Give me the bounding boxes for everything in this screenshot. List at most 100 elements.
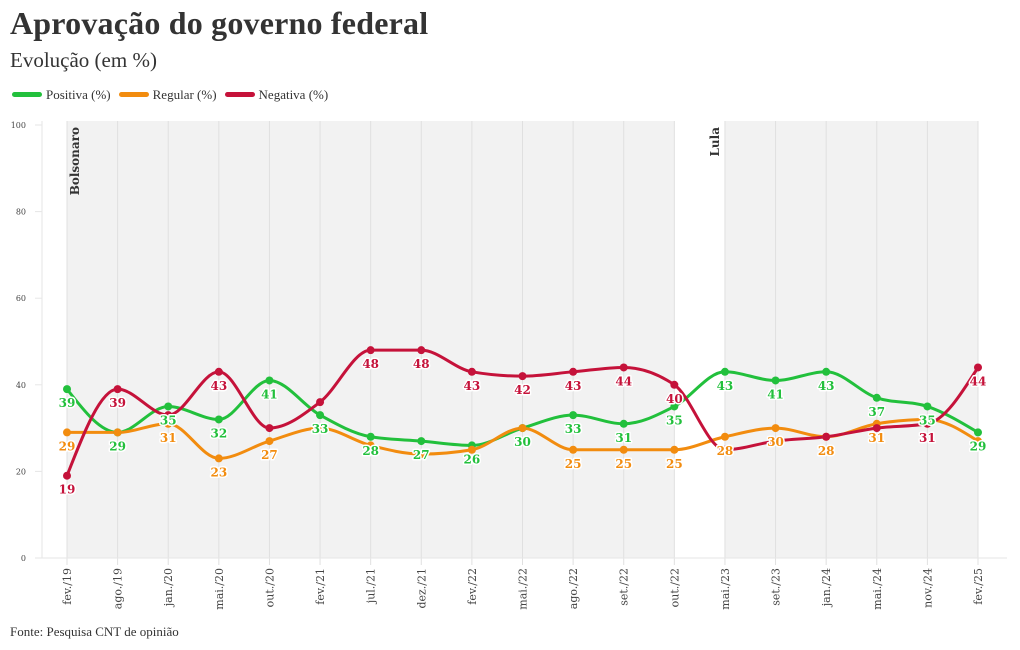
- data-point-regular[interactable]: [720, 432, 729, 441]
- data-label-regular: 25: [615, 457, 632, 471]
- legend-item-positiva[interactable]: Positiva (%): [12, 88, 111, 101]
- data-point-negativa[interactable]: [619, 363, 628, 372]
- data-point-negativa[interactable]: [569, 367, 578, 376]
- data-label-positiva: 37: [868, 405, 885, 419]
- data-point-negativa[interactable]: [923, 419, 932, 428]
- data-label-regular: 31: [868, 431, 885, 445]
- data-point-positiva[interactable]: [619, 419, 628, 428]
- data-point-negativa[interactable]: [164, 411, 173, 420]
- data-point-positiva[interactable]: [569, 411, 578, 420]
- data-point-positiva[interactable]: [974, 428, 982, 437]
- data-label-positiva: 35: [919, 413, 936, 427]
- data-point-regular[interactable]: [974, 437, 982, 446]
- data-point-positiva[interactable]: [720, 367, 729, 376]
- data-point-regular[interactable]: [467, 445, 476, 454]
- data-point-regular[interactable]: [771, 424, 780, 433]
- data-point-negativa[interactable]: [822, 432, 831, 441]
- x-tick-label: mai./23: [719, 568, 732, 610]
- data-label-positiva: 29: [970, 439, 987, 453]
- data-point-negativa[interactable]: [366, 346, 375, 355]
- y-tick-label: 20: [16, 467, 26, 476]
- data-point-negativa[interactable]: [417, 346, 426, 355]
- data-label-negativa: 42: [514, 383, 531, 397]
- data-label-regular: 25: [565, 457, 582, 471]
- data-point-negativa[interactable]: [214, 367, 223, 376]
- data-point-positiva[interactable]: [670, 402, 679, 411]
- data-label-regular: 28: [818, 444, 835, 458]
- data-point-regular[interactable]: [164, 419, 173, 428]
- legend-item-regular[interactable]: Regular (%): [118, 87, 217, 102]
- data-label-negativa: 48: [413, 357, 430, 371]
- data-point-negativa[interactable]: [63, 471, 71, 480]
- legend-item-negativa[interactable]: Negativa (%): [224, 87, 329, 102]
- data-label-regular: 28: [717, 444, 734, 458]
- data-point-regular[interactable]: [316, 424, 325, 433]
- period-label: Lula: [708, 127, 722, 157]
- x-tick-label: out./20: [263, 568, 276, 607]
- data-point-regular[interactable]: [366, 441, 375, 450]
- data-point-regular[interactable]: [518, 424, 527, 433]
- data-point-positiva[interactable]: [417, 437, 426, 446]
- data-point-positiva[interactable]: [771, 376, 780, 385]
- data-point-regular[interactable]: [214, 454, 223, 463]
- data-point-regular[interactable]: [619, 445, 628, 454]
- data-label-negativa: 43: [565, 379, 582, 393]
- legend: Positiva (%) Regular (%) Negativa (%): [12, 88, 336, 101]
- data-label-regular: 23: [210, 465, 227, 479]
- data-point-negativa[interactable]: [720, 445, 729, 454]
- data-label-negativa: 31: [919, 431, 936, 445]
- x-tick-label: out./22: [668, 568, 681, 607]
- data-point-regular[interactable]: [670, 445, 679, 454]
- data-point-positiva[interactable]: [822, 367, 831, 376]
- x-tick-label: mai./24: [871, 568, 884, 610]
- data-point-regular[interactable]: [63, 428, 71, 437]
- data-point-negativa[interactable]: [518, 372, 527, 381]
- data-label-positiva: 30: [514, 435, 531, 449]
- legend-label: Negativa (%): [258, 87, 329, 102]
- data-point-negativa[interactable]: [113, 385, 122, 394]
- data-label-positiva: 26: [464, 452, 481, 466]
- data-point-positiva[interactable]: [63, 385, 71, 394]
- data-label-positiva: 39: [59, 396, 76, 410]
- chart-title: Aprovação do governo federal: [10, 5, 429, 41]
- data-point-negativa[interactable]: [974, 363, 982, 372]
- x-tick-label: fev./21: [314, 568, 327, 605]
- data-point-positiva[interactable]: [872, 393, 881, 402]
- data-label-negativa: 40: [666, 392, 683, 406]
- data-point-negativa[interactable]: [670, 380, 679, 389]
- legend-label: Regular (%): [152, 87, 217, 102]
- data-label-positiva: 35: [160, 413, 177, 427]
- data-label-positiva: 29: [109, 439, 126, 453]
- data-labels: 39 29 35 32 41 33 28 27 26 30 33 31 35 43 41 43 37 35 29 29…: [57, 356, 988, 499]
- data-point-negativa[interactable]: [771, 437, 780, 446]
- data-label-positiva: 28: [362, 444, 379, 458]
- x-tick-label: fev./22: [466, 568, 479, 605]
- x-tick-label: mai./22: [517, 568, 530, 610]
- data-label-regular: 27: [261, 448, 278, 462]
- source-note: Fonte: Pesquisa CNT de opinião: [10, 624, 179, 639]
- x-tick-label: ago./22: [567, 568, 580, 609]
- data-point-negativa[interactable]: [467, 367, 476, 376]
- data-point-negativa[interactable]: [872, 424, 881, 433]
- data-point-regular[interactable]: [417, 450, 426, 459]
- x-tick-label: dez./21: [415, 568, 428, 609]
- data-point-regular[interactable]: [569, 445, 578, 454]
- data-point-negativa[interactable]: [316, 398, 325, 407]
- data-label-negativa: 44: [615, 374, 632, 388]
- data-point-positiva[interactable]: [316, 411, 325, 420]
- data-point-positiva[interactable]: [923, 402, 932, 411]
- data-point-positiva[interactable]: [366, 432, 375, 441]
- period-labels: Bolsonaro Lula: [68, 127, 722, 196]
- data-point-positiva[interactable]: [265, 376, 274, 385]
- data-point-positiva[interactable]: [214, 415, 223, 424]
- data-point-regular[interactable]: [113, 428, 122, 437]
- data-point-positiva[interactable]: [164, 402, 173, 411]
- data-point-negativa[interactable]: [265, 424, 274, 433]
- gridlines: [66, 121, 979, 565]
- data-label-regular: 25: [666, 457, 683, 471]
- y-tick-label: 80: [16, 208, 26, 217]
- data-point-regular[interactable]: [265, 437, 274, 446]
- data-label-positiva: 35: [666, 413, 683, 427]
- x-tick-label: ago./19: [112, 568, 125, 609]
